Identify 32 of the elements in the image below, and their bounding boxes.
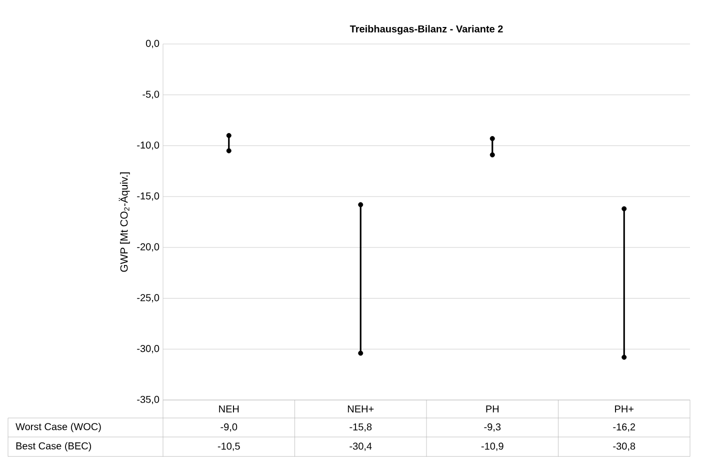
point (490, 136, 495, 142)
point (358, 202, 364, 208)
y-tick-label: 0,0 (146, 40, 160, 48)
data-label: -10,5 (218, 442, 240, 451)
x-tick-label: NEH+ (348, 406, 374, 412)
data-label: -16,2 (613, 423, 636, 432)
chart-title: Treibhausgas-Bilanz - Variante 2 (350, 25, 503, 34)
data-label: -30,8 (613, 442, 636, 451)
y-tick-label: -15,0 (137, 192, 160, 201)
point (226, 148, 232, 154)
point (622, 354, 627, 360)
y-tick-label: -10,0 (137, 142, 160, 150)
data-label: -30,4 (350, 442, 372, 451)
text: Worst Case (WOC) (16, 422, 101, 432)
y-tick-label: -5,0 (142, 90, 160, 99)
point (226, 133, 232, 138)
y-tick-label: -25,0 (137, 294, 160, 302)
point (622, 206, 627, 212)
y-axis-title: GWP [Mt CO$_{2}$-Äquiv.] (118, 172, 130, 272)
data-label: -15,8 (350, 423, 372, 432)
data-label: -9,0 (220, 423, 238, 432)
y-tick-label: -20,0 (137, 243, 160, 252)
data-label: -9,3 (484, 423, 501, 432)
point (490, 152, 495, 158)
text: Best Case (BEC) (16, 442, 92, 452)
y-tick-label: -30,0 (137, 345, 160, 354)
data-label: -10,9 (481, 442, 504, 451)
x-tick-label: PH+ (615, 406, 634, 412)
x-tick-label: NEH (219, 406, 239, 412)
point (358, 350, 364, 356)
y-tick-label: -35,0 (137, 396, 160, 404)
x-tick-label: PH (486, 406, 499, 412)
